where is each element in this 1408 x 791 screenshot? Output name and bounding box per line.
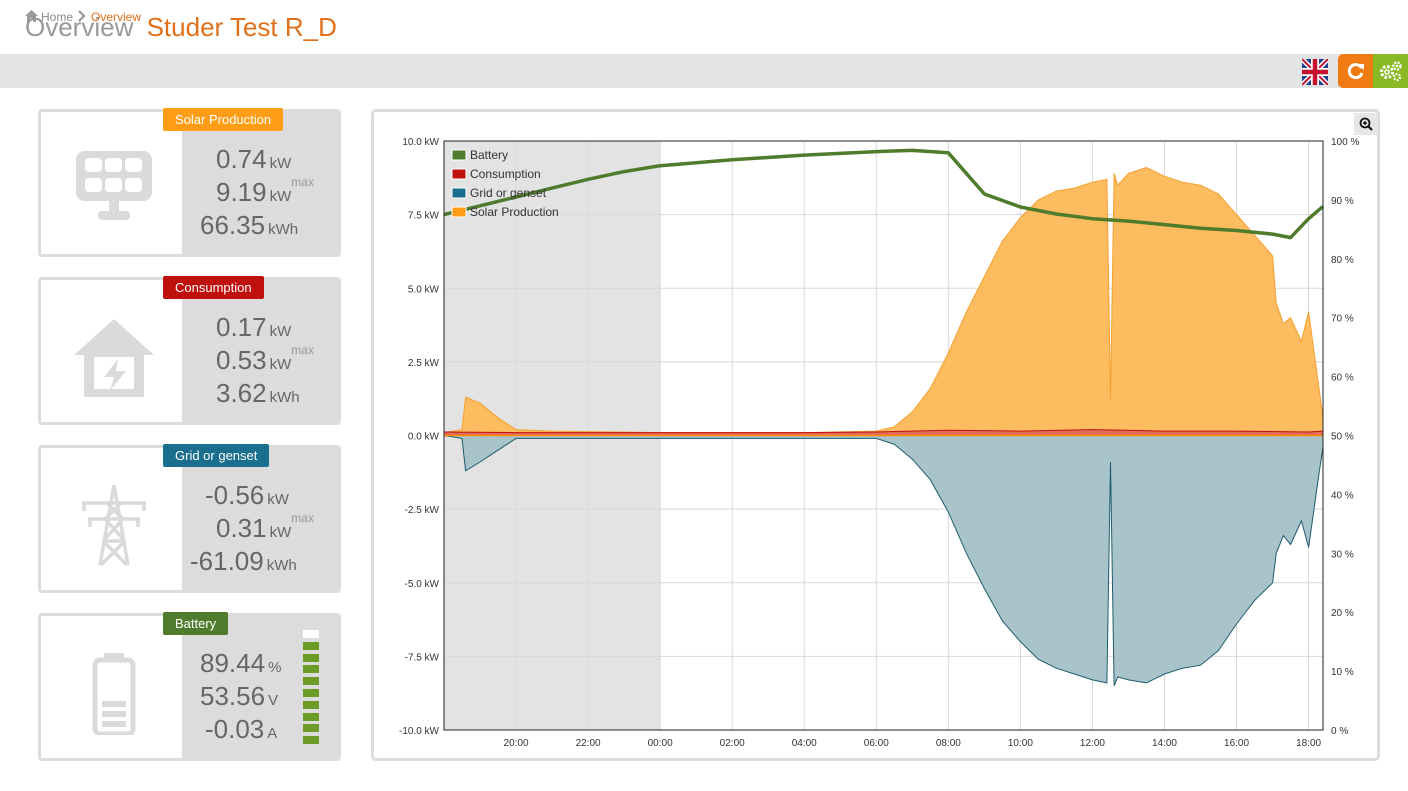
battery-level-segment [303,700,319,709]
value: -61.09 [190,546,264,576]
card-badge: Solar Production [163,108,284,131]
energy-total: 66.35 kWh [200,210,298,241]
house-bolt-icon [74,319,154,397]
card-badge: Battery [163,612,229,635]
unit: kWh [269,389,300,406]
battery-level-segment [303,712,319,721]
unit: kWh [268,221,299,238]
unit: kW [269,524,292,541]
battery-level-segment [303,630,319,638]
battery-voltage: 53.56 V [200,681,278,712]
value: -0.56 [205,480,265,510]
battery-level-gauge [303,630,319,748]
current-power: 0.17 kW [216,312,291,343]
max-label: max [291,511,314,525]
grid-genset-card[interactable]: Grid or genset -0.56 kW 0.31 kWmax -61.09 k… [38,444,341,593]
breadcrumb-home-link[interactable]: Home [41,10,74,24]
site-name: Studer Test R_D [146,12,337,42]
zoom-button[interactable] [1354,113,1378,135]
max-power: 0.31 kWmax [216,511,314,544]
chart-panel [371,109,1380,761]
unit: kW [269,155,292,172]
card-icon-area [41,280,182,422]
solar-production-card[interactable]: Solar Production 0.74 kW 9.19 kWmax 66.35 k… [38,108,341,257]
value: -0.03 [205,714,265,744]
battery-level-segment [303,689,319,697]
solar-panel-icon [76,151,152,220]
battery-icon [92,653,136,735]
unit: % [268,659,282,676]
max-power: 0.53 kWmax [216,343,314,376]
current-power: 0.74 kW [216,144,291,175]
home-icon[interactable] [25,10,38,22]
unit: kWh [266,557,297,574]
breadcrumb-current: Overview [91,10,142,24]
unit: kW [269,356,292,373]
card-badge: Grid or genset [163,444,270,467]
card-icon-area [41,616,182,758]
max-label: max [291,175,314,189]
card-icon-area [41,448,182,590]
power-pylon-icon [82,484,146,567]
battery-level-segment [303,724,319,733]
zoom-in-icon [1359,117,1373,131]
settings-button[interactable] [1373,54,1408,88]
battery-card[interactable]: Battery 89.44% 53.56 V -0.03 A [38,612,341,761]
battery-level-segment [303,641,319,650]
value: 3.62 [216,378,267,408]
max-label: max [291,343,314,357]
uk-flag-icon[interactable] [1302,59,1328,85]
unit: kW [267,491,289,508]
refresh-icon [1347,63,1364,80]
energy-total: -61.09 kWh [190,546,297,577]
value: 66.35 [200,210,266,240]
page-title-text: Overview [25,12,134,42]
value: 0.74 [216,144,267,174]
value: 53.56 [200,681,266,711]
card-badge: Consumption [163,276,264,299]
value: 0.17 [216,312,267,342]
state-of-charge: 89.44% [200,648,281,679]
unit: kW [269,188,292,205]
page-title: Overview Studer Test R_D [25,10,337,44]
value: 9.19 [216,177,267,207]
card-icon-area [41,112,182,254]
gears-icon [1379,61,1402,82]
value: 0.53 [216,345,267,375]
battery-level-segment [303,736,319,745]
value: 0.31 [216,513,267,543]
unit: V [268,692,279,709]
max-power: 9.19 kWmax [216,175,314,208]
battery-level-segment [303,677,319,686]
current-power: -0.56 kW [205,480,289,511]
battery-current: -0.03 A [205,714,277,745]
value: 89.44 [200,648,266,678]
energy-total: 3.62 kWh [216,378,300,409]
battery-level-segment [303,653,319,662]
battery-level-segment [303,665,319,674]
breadcrumb [0,54,1408,88]
refresh-button[interactable] [1338,54,1373,88]
unit: kW [269,323,292,340]
unit: A [267,725,278,742]
chevron-right-icon [78,10,86,22]
consumption-card[interactable]: Consumption 0.17 kW 0.53 kWmax 3.62 kWh [38,276,341,425]
